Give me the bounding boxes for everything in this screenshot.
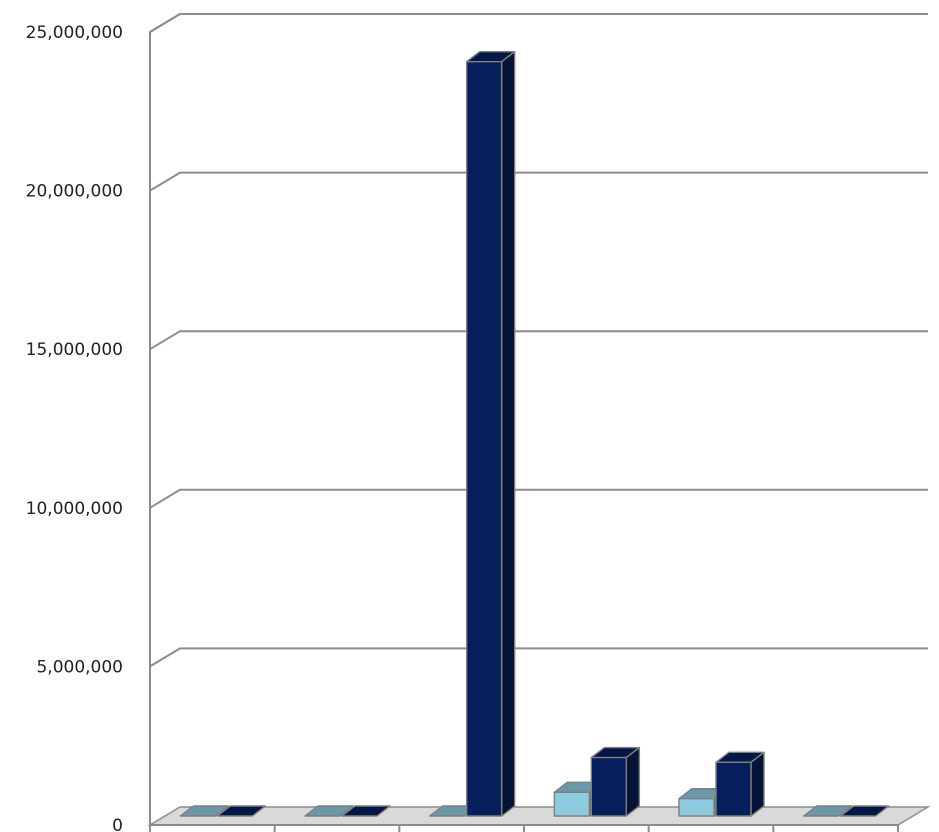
y-tick-label: 15,000,000	[26, 340, 123, 360]
bar	[465, 50, 516, 817]
y-tick-label: 5,000,000	[36, 657, 123, 677]
bar	[715, 751, 765, 817]
bar-front	[553, 791, 591, 817]
bar-top	[216, 805, 267, 817]
bar	[341, 805, 391, 817]
bar-top	[304, 805, 354, 817]
y-tick-label: 10,000,000	[26, 499, 123, 519]
gridline	[149, 330, 928, 351]
y-tick-label: 20,000,000	[26, 182, 123, 202]
bar	[216, 805, 267, 817]
bar-front	[590, 756, 628, 817]
bar	[304, 805, 354, 817]
y-axis-tick-labels: 0 5,000,000 10,000,000 15,000,000 20,000,000…	[26, 23, 123, 832]
bar-top	[341, 805, 391, 817]
bar	[179, 805, 230, 817]
bar-top	[179, 805, 230, 817]
y-tick-label: 0	[112, 816, 123, 832]
bar-side	[750, 751, 765, 817]
bar-front	[715, 761, 752, 817]
axes	[147, 13, 931, 832]
bar-top	[839, 805, 890, 817]
bar-top	[802, 805, 853, 817]
bars	[179, 50, 890, 817]
bar-side	[500, 50, 516, 817]
gridlines	[149, 13, 928, 668]
gridline	[149, 647, 928, 668]
bar	[839, 805, 890, 817]
bar	[802, 805, 853, 817]
bar-front	[678, 797, 715, 817]
y-tick-label: 25,000,000	[26, 23, 123, 43]
gridline	[149, 171, 928, 192]
gridline	[149, 488, 928, 509]
bar	[590, 746, 641, 817]
bar-side	[625, 746, 641, 817]
y-axis-line	[149, 13, 181, 825]
bar-front	[465, 60, 503, 817]
gridline	[149, 13, 928, 33]
